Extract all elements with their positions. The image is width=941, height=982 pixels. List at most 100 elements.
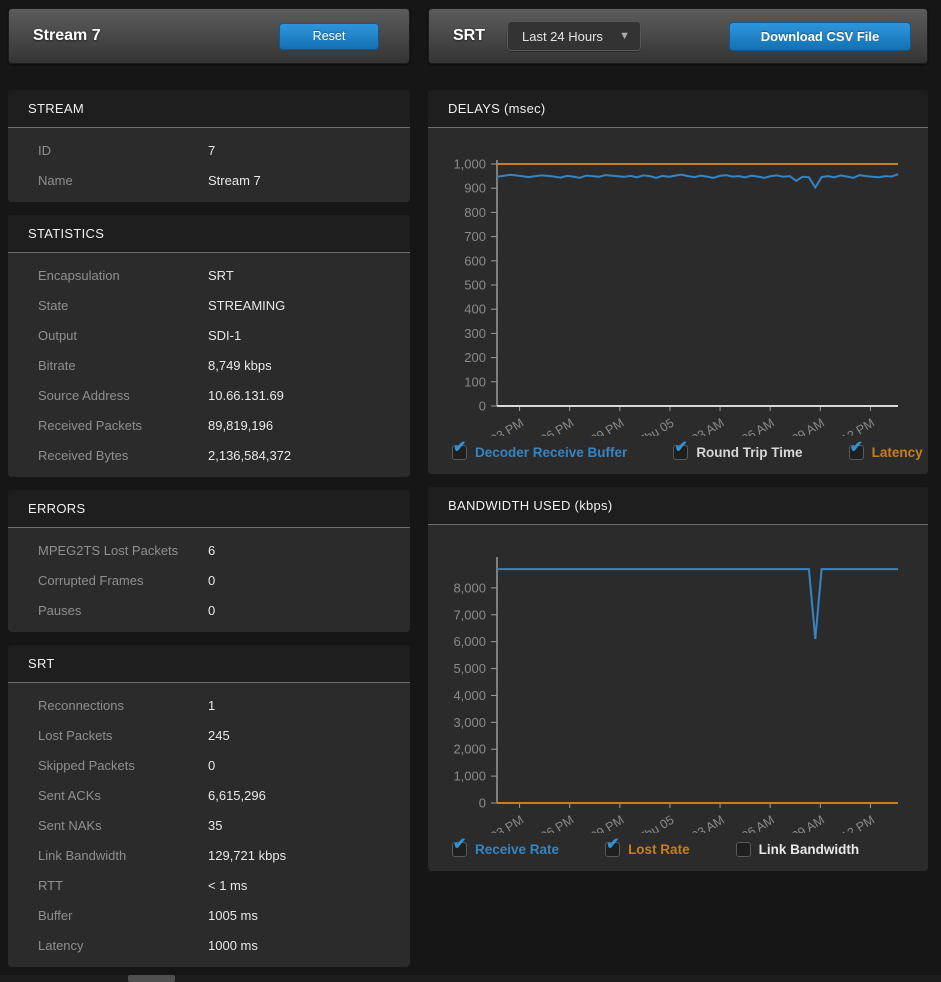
checkmark-icon: ✔: [453, 439, 467, 456]
stat-row: Corrupted Frames 0: [8, 565, 410, 595]
section-body: Reconnections 1 Lost Packets 245 Skipped Pac…: [8, 683, 410, 967]
stream-panel: Stream 7 Reset STREAM ID 7 Name Stream 7 STAT…: [8, 8, 410, 967]
stat-row: MPEG2TS Lost Packets 6: [8, 535, 410, 565]
stat-row: Skipped Packets 0: [8, 750, 410, 780]
chart-body-bandwidth: 0 1,000 2,000 3,000 4,000 5,000 6,000 7,000 8,00…: [428, 525, 928, 871]
legend-item-lost-rate[interactable]: ✔ Lost Rate: [605, 837, 690, 857]
section-title: STATISTICS: [8, 215, 410, 253]
chart-body-delays: 0 100 200 300 400 500 600 700 800 900 1,000 03 PM 06…: [428, 128, 928, 474]
chart-legend-delays: ✔ Decoder Receive Buffer ✔ Round Trip Time ✔…: [428, 440, 928, 462]
stat-value: Stream 7: [208, 172, 261, 188]
section-body: ID 7 Name Stream 7: [8, 128, 410, 202]
svg-text:3,000: 3,000: [453, 715, 486, 730]
section-body: MPEG2TS Lost Packets 6 Corrupted Frames 0 Pa…: [8, 528, 410, 632]
svg-text:12 PM: 12 PM: [839, 416, 877, 436]
legend-item-receive-rate[interactable]: ✔ Receive Rate: [452, 837, 560, 857]
stat-label: Pauses: [38, 602, 82, 618]
section-srt: SRT Reconnections 1 Lost Packets 245 Skipped …: [8, 645, 410, 967]
stat-value: 10.66.131.69: [208, 387, 284, 403]
stat-label: Skipped Packets: [38, 757, 135, 773]
checkbox-decoder-receive-buffer[interactable]: ✔: [452, 440, 467, 460]
stat-row: Source Address 10.66.131.69: [8, 380, 410, 410]
svg-text:1,000: 1,000: [453, 769, 486, 784]
section-body: Encapsulation SRT State STREAMING Output SDI-…: [8, 253, 410, 477]
stat-value: 129,721 kbps: [208, 847, 287, 863]
stat-label: Received Packets: [38, 417, 143, 433]
checkbox-round-trip-time[interactable]: ✔: [673, 440, 689, 460]
svg-text:09 AM: 09 AM: [789, 813, 826, 833]
svg-text:1,000: 1,000: [453, 157, 486, 172]
svg-text:6,000: 6,000: [453, 634, 486, 649]
download-csv-button[interactable]: Download CSV File: [729, 21, 911, 51]
srt-titlebar: SRT Last 24 Hours ▼ Download CSV File: [428, 8, 928, 64]
stat-row: Sent NAKs 35: [8, 810, 410, 840]
stat-label: Source Address: [38, 387, 130, 403]
stat-label: Sent NAKs: [38, 817, 102, 833]
charts-container: DELAYS (msec) 0 100 200 300 400 500 600 700 800 90…: [428, 90, 928, 871]
stat-label: Sent ACKs: [38, 787, 101, 803]
stat-label: Bitrate: [38, 357, 76, 373]
time-range-select[interactable]: Last 24 Hours ▼: [507, 21, 641, 51]
checkmark-icon: ✔: [606, 836, 620, 853]
svg-text:09 PM: 09 PM: [588, 813, 626, 833]
stat-row: Sent ACKs 6,615,296: [8, 780, 410, 810]
stat-label: MPEG2TS Lost Packets: [38, 542, 179, 558]
stat-row: Latency 1000 ms: [8, 930, 410, 960]
chart-legend-bandwidth: ✔ Receive Rate ✔ Lost Rate Link Bandwidth: [428, 837, 928, 859]
svg-text:Thu 05: Thu 05: [636, 416, 676, 436]
stat-label: Corrupted Frames: [38, 572, 144, 588]
checkbox-lost-rate[interactable]: ✔: [605, 837, 621, 857]
stat-label: Name: [38, 172, 73, 188]
stat-row: Link Bandwidth 129,721 kbps: [8, 840, 410, 870]
checkbox-latency[interactable]: ✔: [848, 440, 864, 460]
srt-panel-title: SRT: [453, 27, 485, 44]
horizontal-scrollbar-thumb[interactable]: [128, 975, 175, 982]
svg-text:09 PM: 09 PM: [588, 416, 626, 436]
chart-plot-delays: 0 100 200 300 400 500 600 700 800 900 1,000 03 PM 06…: [453, 157, 899, 448]
section-title: STREAM: [8, 90, 410, 128]
stat-row: Received Packets 89,819,196: [8, 410, 410, 440]
stat-value: SRT: [208, 267, 234, 283]
svg-text:5,000: 5,000: [453, 661, 486, 676]
svg-text:300: 300: [464, 326, 486, 341]
checkmark-icon: ✔: [453, 836, 467, 853]
chart-plot-bandwidth: 0 1,000 2,000 3,000 4,000 5,000 6,000 7,000 8,00…: [453, 557, 898, 845]
svg-text:600: 600: [464, 253, 486, 268]
legend-item-round-trip-time[interactable]: ✔ Round Trip Time: [673, 440, 803, 460]
stat-value: 8,749 kbps: [208, 357, 272, 373]
legend-label-receive-rate: Receive Rate: [475, 842, 560, 857]
legend-label-decoder-receive-buffer: Decoder Receive Buffer: [475, 445, 628, 460]
checkbox-link-bandwidth[interactable]: [735, 842, 751, 857]
legend-item-latency[interactable]: ✔ Latency: [848, 440, 923, 460]
svg-text:03 AM: 03 AM: [689, 813, 726, 833]
svg-text:12 PM: 12 PM: [839, 813, 877, 833]
svg-text:Thu 05: Thu 05: [636, 813, 676, 833]
chart-section-bandwidth: BANDWIDTH USED (kbps) 0 1,000 2,000 3,000 4,0…: [428, 487, 928, 871]
svg-text:700: 700: [464, 229, 486, 244]
svg-text:0: 0: [479, 399, 486, 414]
stat-label: Link Bandwidth: [38, 847, 127, 863]
svg-text:900: 900: [464, 181, 486, 196]
srt-charts-panel: SRT Last 24 Hours ▼ Download CSV File DE…: [428, 8, 928, 871]
section-errors: ERRORS MPEG2TS Lost Packets 6 Corrupted Fra…: [8, 490, 410, 632]
stat-row: ID 7: [8, 135, 410, 165]
stat-value: 7: [208, 142, 216, 158]
chevron-down-icon: ▼: [619, 30, 630, 42]
stat-label: Lost Packets: [38, 727, 113, 743]
reset-button[interactable]: Reset: [279, 22, 379, 50]
checkbox-receive-rate[interactable]: ✔: [452, 837, 467, 857]
svg-text:09 AM: 09 AM: [789, 416, 826, 436]
stat-row: RTT < 1 ms: [8, 870, 410, 900]
stat-value: 35: [208, 817, 223, 833]
svg-text:7,000: 7,000: [453, 607, 486, 622]
svg-text:03 PM: 03 PM: [488, 813, 526, 833]
horizontal-scrollbar[interactable]: [0, 975, 941, 982]
svg-text:0: 0: [479, 796, 486, 811]
legend-label-latency: Latency: [871, 445, 923, 460]
stat-row: Lost Packets 245: [8, 720, 410, 750]
svg-text:03 AM: 03 AM: [689, 416, 726, 436]
svg-text:06 PM: 06 PM: [538, 813, 576, 833]
series-line-decoder-receive-buffer: [496, 173, 899, 190]
legend-item-link-bandwidth[interactable]: Link Bandwidth: [735, 842, 859, 857]
legend-item-decoder-receive-buffer[interactable]: ✔ Decoder Receive Buffer: [452, 440, 628, 460]
